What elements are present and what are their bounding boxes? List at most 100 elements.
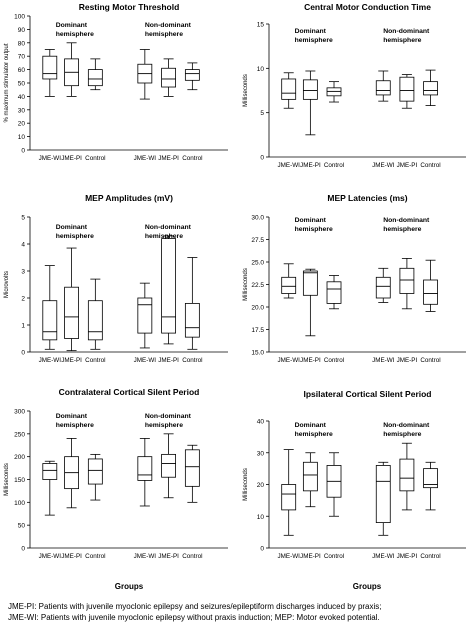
box-control	[87, 453, 103, 501]
x-tick-label: JME-PI	[300, 162, 321, 169]
chart-panel-4: MEP Latencies (ms) 15.0 17.5 20.0 22.5 25.0 27…	[243, 193, 466, 364]
box-jme-wi	[137, 437, 153, 507]
box-iqr	[375, 465, 391, 524]
box-control	[326, 81, 342, 103]
box-iqr	[423, 81, 438, 96]
panel-label: Dominant	[56, 22, 88, 29]
y-tick-label: 90	[18, 27, 26, 34]
x-tick-label: JME-PI	[397, 357, 418, 364]
y-tick-label: 60	[18, 67, 26, 74]
x-tick-label: Control	[324, 553, 344, 560]
y-tick-label: 22.5	[251, 282, 264, 289]
box-jme-wi	[42, 460, 58, 516]
panel-label: Dominant	[295, 422, 327, 429]
y-tick-label: 15	[257, 22, 265, 29]
box-jme-pi	[161, 433, 177, 499]
box-jme-wi	[281, 72, 297, 109]
box-jme-wi	[42, 265, 58, 350]
caption-line-jme-wi: JME-WI: Patients with juvenile myoclonic…	[8, 612, 380, 622]
x-tick-label: JME-WI	[372, 162, 395, 169]
box-jme-wi	[281, 449, 297, 536]
box-iqr	[423, 279, 438, 305]
x-tick-label: JME-PI	[397, 553, 418, 560]
x-tick-label: JME-WI	[134, 155, 157, 162]
y-tick-label: 27.5	[251, 237, 264, 244]
box-iqr	[302, 79, 318, 100]
box-control	[326, 452, 342, 517]
panel-label: Dominant	[56, 413, 88, 420]
box-control	[423, 259, 438, 312]
y-tick-label: 10	[257, 514, 265, 521]
box-iqr	[302, 461, 318, 492]
x-tick-label: JME-WI	[278, 357, 301, 364]
box-control	[87, 278, 103, 350]
box-jme-pi	[302, 452, 318, 508]
x-tick-label: Control	[420, 553, 440, 560]
y-tick-label: 0	[260, 546, 264, 553]
box-jme-pi	[161, 58, 177, 97]
box-iqr	[281, 276, 297, 294]
chart-panel-3: MEP Amplitudes (mV) 0 1 2 3 4 5 Microvolts Domin…	[4, 193, 228, 364]
box-iqr	[64, 286, 79, 339]
x-tick-label: Control	[182, 155, 202, 162]
x-tick-label: JME-WI	[134, 357, 157, 364]
panel-label: Non-dominant	[383, 422, 430, 429]
box-iqr	[375, 276, 391, 299]
y-axis-label: Milliseconds	[4, 463, 10, 496]
x-tick-label: JME-WI	[39, 357, 62, 364]
box-jme-wi	[137, 282, 153, 349]
x-tick-label: Control	[324, 162, 344, 169]
panel-label: hemisphere	[145, 233, 183, 240]
box-iqr	[399, 76, 415, 102]
x-tick-label: JME-PI	[158, 155, 179, 162]
box-control	[87, 58, 103, 91]
caption-line-jme-pi: JME-PI: Patients with juvenile myoclonic…	[8, 602, 382, 611]
y-tick-label: 70	[18, 54, 26, 61]
x-tick-label: JME-WI	[39, 553, 62, 560]
y-tick-label: 100	[14, 500, 25, 507]
y-tick-label: 17.5	[251, 327, 264, 334]
panel-label: hemisphere	[295, 431, 333, 438]
box-jme-wi	[281, 263, 297, 299]
y-tick-label: 0	[21, 546, 25, 553]
y-tick-label: 80	[18, 40, 26, 47]
x-tick-label: JME-PI	[300, 553, 321, 560]
box-iqr	[423, 468, 438, 489]
groups-label-left: Groups	[115, 582, 144, 591]
y-axis-label: Milliseconds	[243, 268, 249, 301]
box-iqr	[302, 270, 318, 296]
chart-title: Ipsilateral Cortical Silent Period	[303, 389, 431, 399]
panel-label: hemisphere	[383, 226, 421, 233]
panel-label: Dominant	[295, 217, 327, 224]
y-tick-label: 40	[18, 94, 26, 101]
y-tick-label: 200	[14, 454, 25, 461]
y-tick-label: 5	[21, 215, 25, 222]
box-iqr	[42, 463, 58, 480]
y-tick-label: 0	[21, 350, 25, 357]
box-control	[184, 62, 200, 91]
box-jme-pi	[302, 70, 318, 136]
groups-label-right: Groups	[353, 582, 382, 591]
box-iqr	[42, 300, 58, 341]
x-tick-label: JME-PI	[397, 162, 418, 169]
box-control	[184, 257, 200, 350]
panel-label: hemisphere	[383, 37, 421, 44]
box-iqr	[161, 238, 177, 334]
x-tick-label: JME-PI	[300, 357, 321, 364]
panel-label: Dominant	[295, 28, 327, 35]
y-tick-label: 30	[257, 450, 265, 457]
box-jme-pi	[161, 235, 177, 345]
figure-caption: JME-PI: Patients with juvenile myoclonic…	[8, 602, 470, 623]
x-tick-label: Control	[85, 155, 105, 162]
x-tick-label: Control	[182, 357, 202, 364]
box-jme-pi	[399, 442, 415, 511]
y-tick-label: 10	[18, 134, 26, 141]
box-jme-wi	[137, 49, 153, 100]
box-jme-wi	[375, 461, 391, 536]
chart-panel-5: Contralateral Cortical Silent Period 0 50 1…	[4, 387, 228, 560]
panel-label: hemisphere	[56, 422, 94, 429]
box-iqr	[137, 456, 153, 481]
panel-label: hemisphere	[56, 31, 94, 38]
box-iqr	[87, 458, 103, 485]
x-tick-label: Control	[85, 553, 105, 560]
